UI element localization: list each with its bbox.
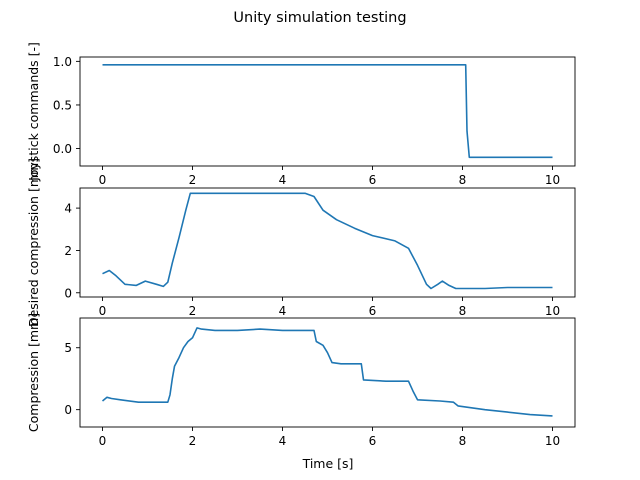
x-axis-label: Time [s] [302, 456, 354, 471]
y-tick-label: 0.0 [53, 142, 72, 156]
axes-frame [79, 317, 576, 428]
axes-frame [79, 56, 576, 167]
y-axis-label: Compression [mm] [26, 313, 41, 432]
x-tick-label: 2 [189, 434, 197, 448]
x-tick-label: 8 [459, 434, 467, 448]
subplot-3: 0 2 4 6 8 10 0 5 Compression [mm] [26, 313, 576, 448]
y-tick-label: 4 [64, 202, 72, 216]
x-tick-label: 10 [545, 434, 560, 448]
x-tick-label: 0 [99, 173, 107, 187]
x-tick-label: 4 [279, 304, 287, 318]
y-axis-label: Desired compression [mm] [26, 158, 41, 327]
x-tick-label: 0 [99, 304, 107, 318]
series-line-2-1 [102, 192, 553, 290]
x-tick-label: 6 [369, 434, 377, 448]
series-line-3-1 [101, 327, 553, 417]
series-line-1-1 [102, 64, 553, 159]
y-tick-label: 1.0 [53, 55, 72, 69]
x-tick-label: 6 [369, 173, 377, 187]
x-tick-label: 2 [189, 304, 197, 318]
y-axis-label: Joystick commands [-] [26, 42, 41, 182]
subplot-1: 0 2 4 6 8 10 0.0 0.5 1.0 Joystick commands [-] [26, 42, 576, 187]
x-tick-label: 8 [459, 173, 467, 187]
y-tick-label: 0 [64, 403, 72, 417]
x-tick-label: 8 [459, 304, 467, 318]
y-tick-label: 2 [64, 244, 72, 258]
x-tick-label: 6 [369, 304, 377, 318]
x-tick-label: 4 [279, 434, 287, 448]
y-tick-label: 0.5 [53, 98, 72, 112]
x-tick-label: 0 [99, 434, 107, 448]
x-tick-label: 2 [189, 173, 197, 187]
axes-frame [79, 187, 576, 298]
y-tick-label: 5 [64, 341, 72, 355]
x-tick-label: 10 [545, 304, 560, 318]
x-tick-label: 10 [545, 173, 560, 187]
axes-layer: 0 2 4 6 8 10 0.0 0.5 1.0 Joystick commands [-] 0 2 4… [26, 42, 576, 448]
subplot-2: 0 2 4 6 8 10 0 2 4 Desired compression [mm] [26, 158, 576, 327]
y-tick-label: 0 [64, 286, 72, 300]
x-tick-label: 4 [279, 173, 287, 187]
figure-title: Unity simulation testing [233, 10, 406, 26]
